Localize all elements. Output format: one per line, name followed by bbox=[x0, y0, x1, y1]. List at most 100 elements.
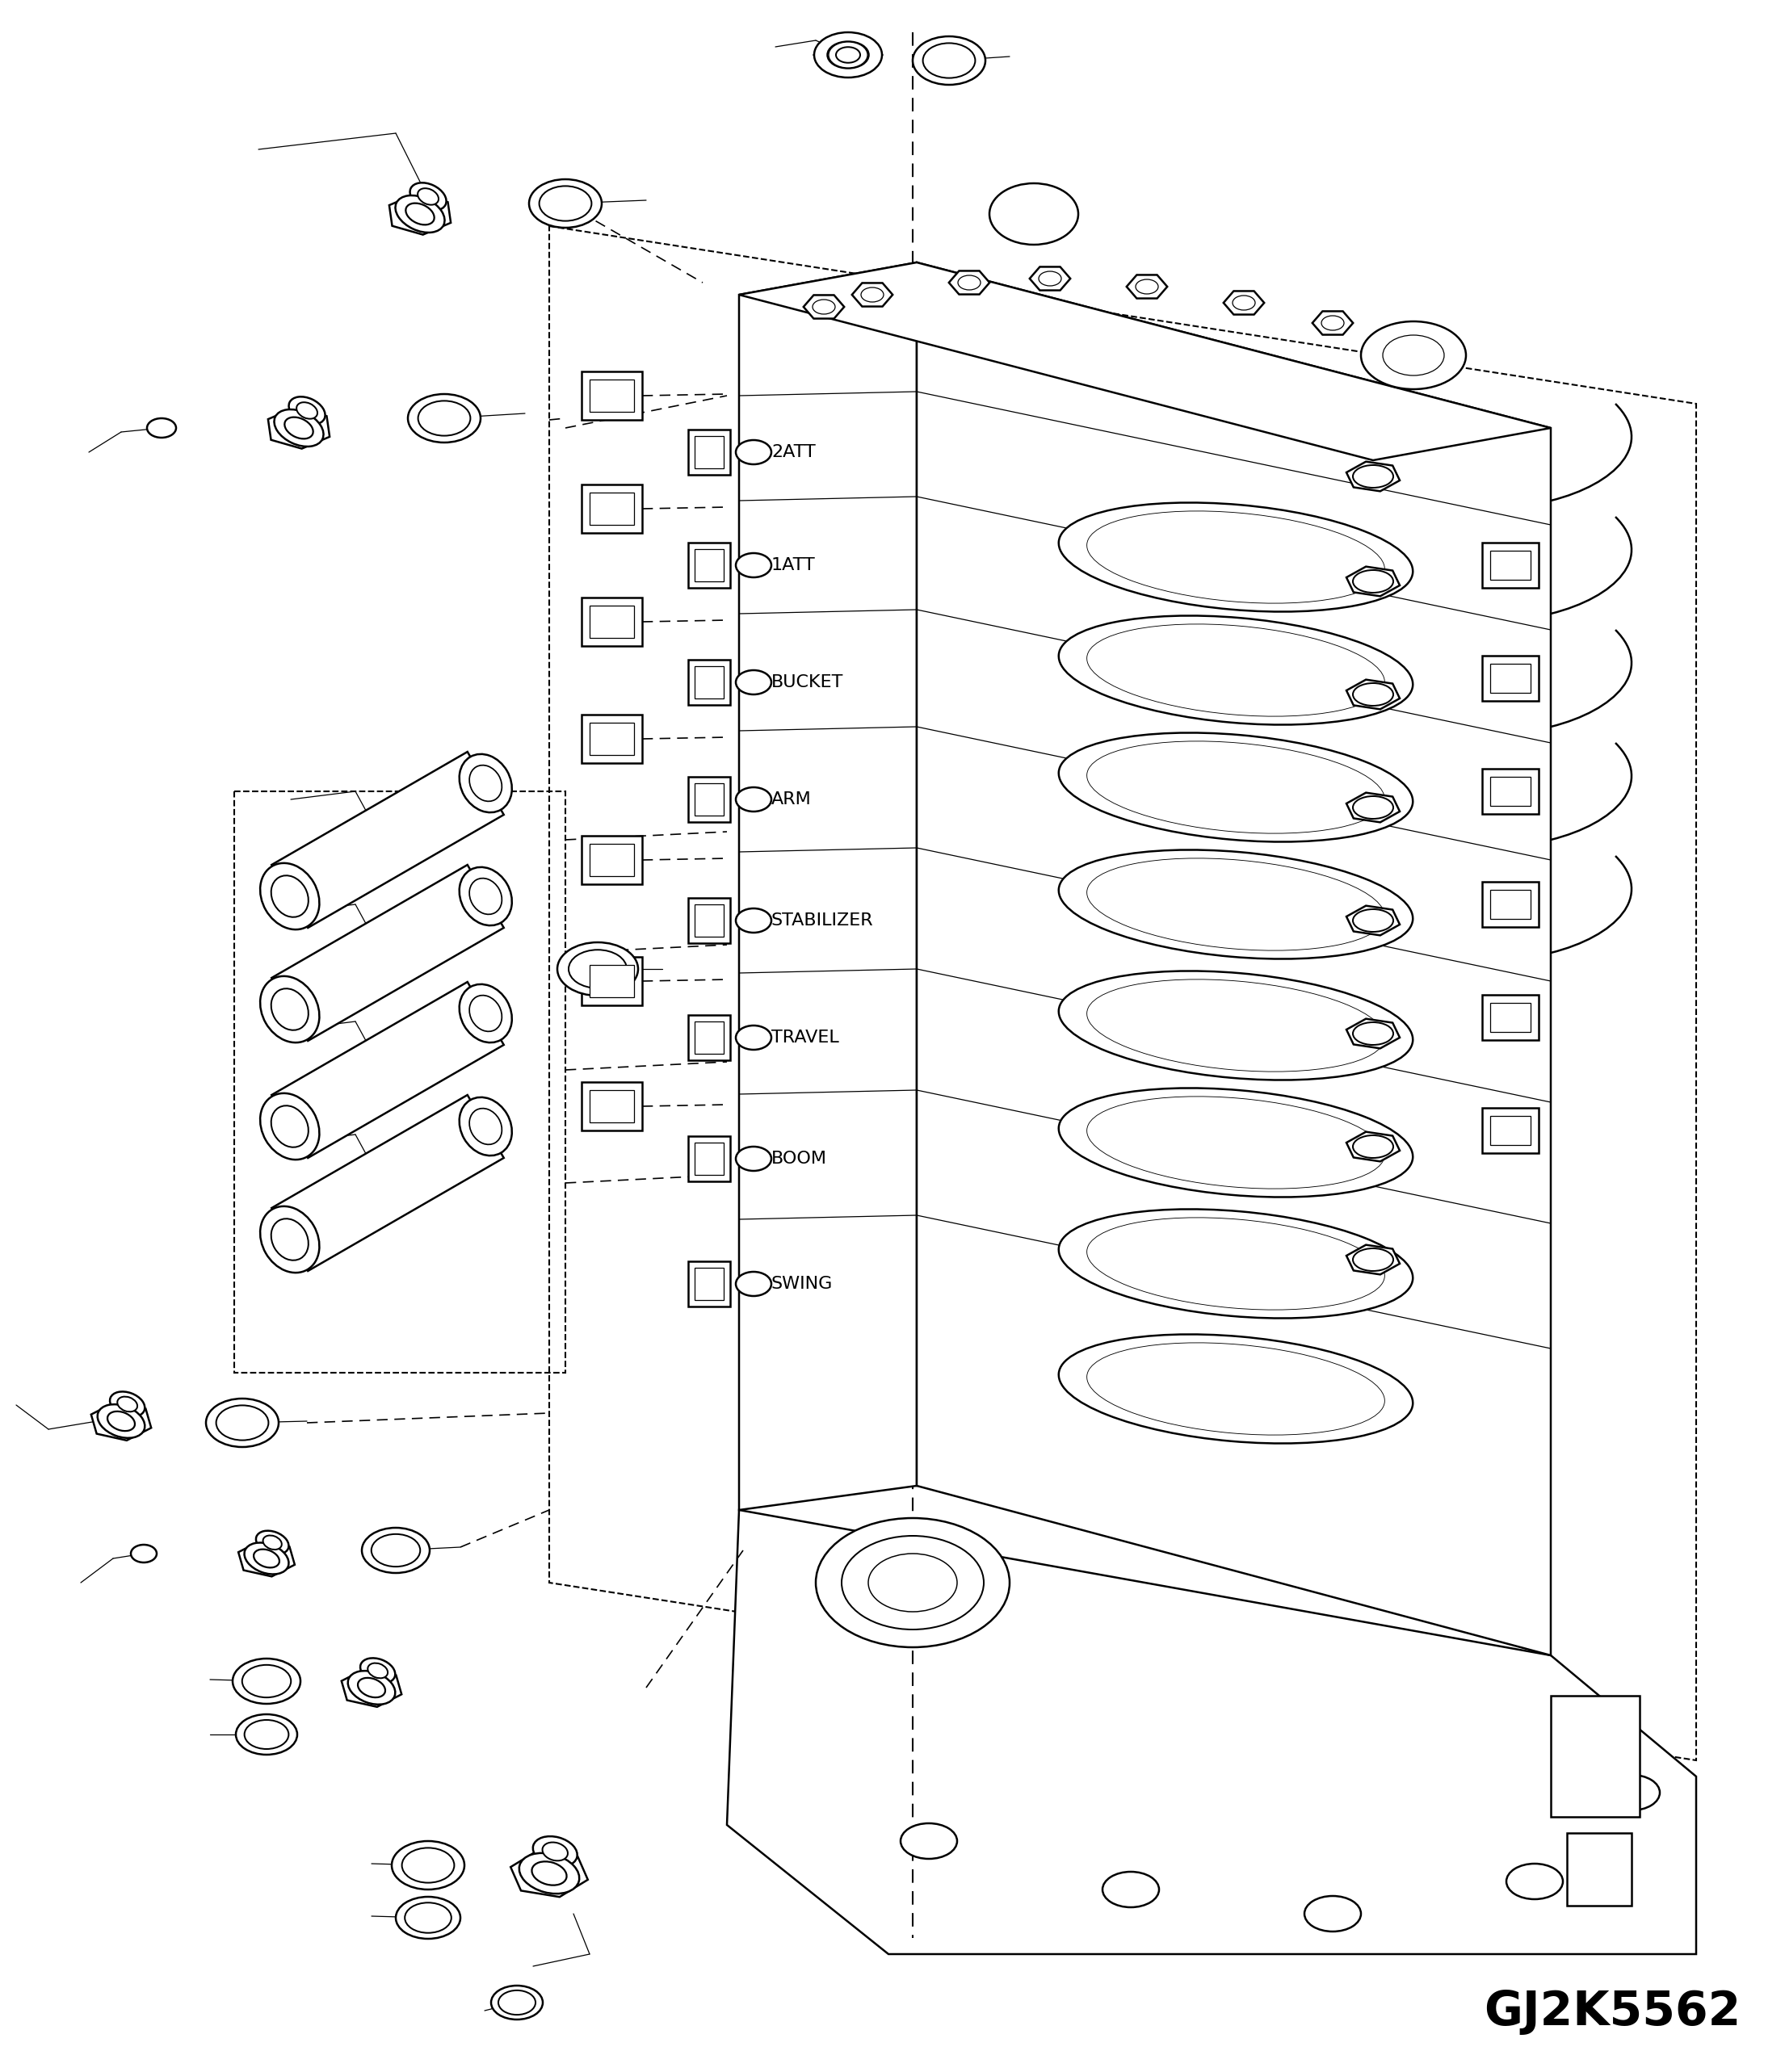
Bar bbox=[689, 1135, 730, 1181]
Ellipse shape bbox=[491, 1985, 543, 2020]
Ellipse shape bbox=[1087, 1218, 1385, 1310]
Ellipse shape bbox=[1360, 321, 1465, 390]
Bar bbox=[689, 659, 730, 704]
Polygon shape bbox=[271, 1094, 503, 1270]
Ellipse shape bbox=[532, 1861, 566, 1886]
Ellipse shape bbox=[1353, 796, 1394, 818]
Text: ARM: ARM bbox=[771, 792, 812, 808]
Polygon shape bbox=[1346, 566, 1399, 597]
Bar bbox=[1482, 543, 1539, 588]
Ellipse shape bbox=[835, 48, 860, 62]
Ellipse shape bbox=[812, 300, 835, 315]
Polygon shape bbox=[1346, 794, 1399, 823]
Ellipse shape bbox=[469, 995, 502, 1032]
Ellipse shape bbox=[1232, 296, 1255, 311]
Ellipse shape bbox=[459, 866, 512, 926]
Ellipse shape bbox=[1321, 315, 1344, 329]
Ellipse shape bbox=[394, 195, 444, 232]
Ellipse shape bbox=[232, 1658, 300, 1703]
Polygon shape bbox=[803, 294, 844, 319]
Ellipse shape bbox=[735, 553, 771, 578]
Ellipse shape bbox=[1103, 1871, 1158, 1906]
Ellipse shape bbox=[469, 765, 502, 802]
Ellipse shape bbox=[271, 1218, 309, 1260]
Bar bbox=[1482, 995, 1539, 1040]
Ellipse shape bbox=[111, 1392, 145, 1417]
Bar bbox=[1490, 1003, 1530, 1032]
Ellipse shape bbox=[569, 949, 627, 988]
Bar bbox=[694, 667, 723, 698]
Ellipse shape bbox=[253, 1550, 280, 1569]
Bar bbox=[589, 379, 634, 412]
Text: SWING: SWING bbox=[771, 1276, 834, 1293]
Ellipse shape bbox=[539, 186, 591, 222]
Ellipse shape bbox=[498, 1991, 536, 2014]
Ellipse shape bbox=[1353, 684, 1394, 707]
Ellipse shape bbox=[519, 1852, 580, 1894]
Ellipse shape bbox=[1087, 858, 1385, 951]
Ellipse shape bbox=[543, 1842, 568, 1861]
Ellipse shape bbox=[357, 1678, 386, 1697]
Ellipse shape bbox=[735, 1026, 771, 1051]
Ellipse shape bbox=[989, 182, 1078, 244]
Ellipse shape bbox=[368, 1664, 387, 1678]
Ellipse shape bbox=[391, 1842, 464, 1890]
Ellipse shape bbox=[216, 1405, 268, 1440]
Ellipse shape bbox=[1087, 624, 1385, 717]
Bar bbox=[1482, 769, 1539, 814]
Ellipse shape bbox=[146, 419, 177, 437]
Ellipse shape bbox=[1087, 1096, 1385, 1189]
Polygon shape bbox=[739, 263, 1551, 460]
Ellipse shape bbox=[245, 1544, 289, 1575]
Bar bbox=[582, 835, 643, 885]
Ellipse shape bbox=[841, 1535, 984, 1629]
Bar bbox=[689, 897, 730, 943]
Text: 2ATT: 2ATT bbox=[771, 443, 816, 460]
Ellipse shape bbox=[923, 44, 975, 79]
Ellipse shape bbox=[735, 908, 771, 932]
Text: GJ2K5562: GJ2K5562 bbox=[1483, 1989, 1740, 2035]
Polygon shape bbox=[739, 263, 917, 1510]
Ellipse shape bbox=[1087, 980, 1385, 1071]
Ellipse shape bbox=[245, 1720, 289, 1749]
Ellipse shape bbox=[130, 1546, 157, 1562]
Ellipse shape bbox=[1353, 1021, 1394, 1044]
Ellipse shape bbox=[396, 1896, 461, 1939]
Ellipse shape bbox=[828, 41, 869, 68]
Ellipse shape bbox=[1059, 733, 1414, 841]
Text: 1ATT: 1ATT bbox=[771, 557, 816, 574]
Text: TRAVEL: TRAVEL bbox=[771, 1030, 839, 1046]
Ellipse shape bbox=[735, 1272, 771, 1295]
Ellipse shape bbox=[1353, 570, 1394, 593]
Ellipse shape bbox=[735, 669, 771, 694]
Ellipse shape bbox=[296, 402, 318, 419]
Polygon shape bbox=[239, 1539, 295, 1577]
Ellipse shape bbox=[348, 1670, 394, 1705]
Ellipse shape bbox=[735, 1146, 771, 1171]
Ellipse shape bbox=[1353, 1247, 1394, 1270]
Bar bbox=[694, 549, 723, 582]
Ellipse shape bbox=[107, 1411, 136, 1432]
Bar bbox=[1490, 777, 1530, 806]
Bar bbox=[1490, 1117, 1530, 1146]
Polygon shape bbox=[823, 41, 873, 68]
Bar bbox=[582, 371, 643, 421]
Polygon shape bbox=[271, 982, 503, 1158]
Ellipse shape bbox=[1059, 850, 1414, 959]
Ellipse shape bbox=[271, 1106, 309, 1148]
Bar bbox=[589, 605, 634, 638]
Polygon shape bbox=[726, 1510, 1696, 1954]
Ellipse shape bbox=[1305, 1896, 1360, 1931]
Polygon shape bbox=[1346, 1245, 1399, 1274]
Polygon shape bbox=[389, 193, 452, 234]
Ellipse shape bbox=[284, 416, 312, 439]
Ellipse shape bbox=[1507, 1863, 1564, 1900]
Bar bbox=[1490, 663, 1530, 692]
Text: BOOM: BOOM bbox=[771, 1150, 826, 1167]
Ellipse shape bbox=[98, 1405, 145, 1438]
Ellipse shape bbox=[1059, 503, 1414, 611]
Bar bbox=[582, 485, 643, 533]
Ellipse shape bbox=[901, 1823, 957, 1859]
Ellipse shape bbox=[1059, 1088, 1414, 1198]
Ellipse shape bbox=[1059, 1210, 1414, 1318]
